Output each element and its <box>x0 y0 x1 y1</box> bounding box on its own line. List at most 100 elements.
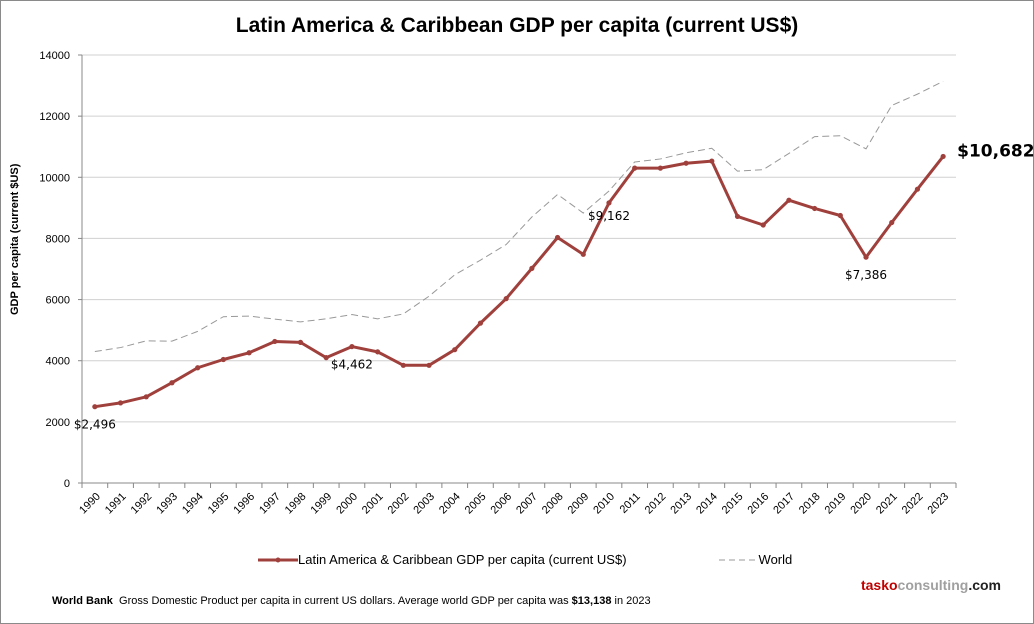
legend-item-world: World <box>718 552 793 567</box>
data-point-lac <box>606 200 612 206</box>
data-label: $4,462 <box>331 358 373 372</box>
x-tick-label: 2000 <box>334 491 360 517</box>
x-tick-label: 1993 <box>154 491 180 517</box>
data-point-lac <box>92 404 98 410</box>
x-tick-label: 1994 <box>180 491 206 517</box>
x-tick-label: 2010 <box>591 491 617 517</box>
x-tick-label: 1995 <box>206 491 232 517</box>
x-tick-label: 2007 <box>514 491 540 517</box>
x-tick-label: 1998 <box>283 491 309 517</box>
x-tick-label: 2008 <box>540 491 566 517</box>
data-label: $2,496 <box>74 418 116 432</box>
data-point-lac <box>143 394 149 400</box>
data-point-lac <box>169 380 175 386</box>
y-tick-label: 10000 <box>39 172 70 184</box>
y-tick-label: 0 <box>64 478 70 490</box>
legend-label-world: World <box>758 552 793 567</box>
data-point-lac <box>349 343 355 350</box>
x-tick-label: 2003 <box>411 491 437 517</box>
legend-label-lac: Latin America & Caribbean GDP per capita… <box>298 552 627 567</box>
data-point-lac <box>477 320 484 326</box>
x-tick-label: 1990 <box>77 491 103 517</box>
data-point-lac <box>786 197 792 203</box>
data-point-lac <box>812 205 818 212</box>
x-tick-label: 2022 <box>900 491 926 517</box>
x-tick-label: 2011 <box>618 491 643 516</box>
x-tick-label: 2020 <box>848 491 874 517</box>
y-tick-label: 8000 <box>46 233 70 245</box>
x-tick-label: 2016 <box>746 491 772 517</box>
x-tick-label: 2006 <box>488 491 514 517</box>
x-tick-label: 2013 <box>668 491 694 517</box>
data-point-lac <box>375 349 381 355</box>
data-point-lac <box>734 213 741 220</box>
x-tick-label: 2023 <box>925 491 951 517</box>
x-tick-label: 2021 <box>874 491 900 517</box>
x-tick-label: 2018 <box>797 491 823 517</box>
data-point-lac <box>529 265 535 271</box>
legend: Latin America & Caribbean GDP per capita… <box>258 552 884 567</box>
data-point-lac <box>452 347 458 353</box>
x-tick-label: 2001 <box>360 491 386 517</box>
y-tick-label: 4000 <box>46 356 70 368</box>
x-tick-label: 1992 <box>129 491 155 517</box>
data-point-lac <box>400 362 406 368</box>
data-point-lac <box>323 355 329 361</box>
data-point-lac <box>426 362 432 368</box>
data-point-lac <box>914 186 921 192</box>
footer-value: $13,138 <box>571 595 612 607</box>
data-point-lac <box>117 400 124 406</box>
footer-suffix: in 2023 <box>611 595 651 607</box>
x-tick-label: 1996 <box>231 491 257 517</box>
data-point-lac <box>503 296 509 302</box>
x-tick-label: 2005 <box>463 491 489 517</box>
x-tick-label: 1999 <box>309 491 335 517</box>
series-line-world <box>94 80 944 353</box>
series-line-lac <box>94 155 945 409</box>
data-point-lac <box>863 254 869 260</box>
data-point-lac <box>195 365 201 371</box>
data-point-lac <box>246 350 252 356</box>
footer-text: Gross Domestic Product per capita in cur… <box>119 595 572 607</box>
x-tick-label: 2009 <box>566 491 592 517</box>
data-label: $7,386 <box>845 268 887 282</box>
data-point-lac <box>580 251 586 257</box>
x-tick-label: 2004 <box>437 491 463 517</box>
y-tick-label: 6000 <box>46 295 70 307</box>
x-tick-label: 1997 <box>257 491 283 517</box>
x-tick-label: 1991 <box>103 491 129 517</box>
footer-source: World Bank <box>52 595 113 607</box>
data-point-lac <box>554 234 561 241</box>
x-tick-label: 2014 <box>694 491 720 517</box>
legend-swatch-world <box>718 559 757 560</box>
brand-part1: tasko <box>860 577 898 593</box>
x-tick-label: 2015 <box>720 491 746 517</box>
legend-item-lac: Latin America & Caribbean GDP per capita… <box>258 552 627 567</box>
data-point-lac <box>889 219 895 226</box>
x-tick-label: 2017 <box>771 491 797 517</box>
brand-part3: .com <box>968 577 1001 593</box>
data-point-lac <box>760 222 766 228</box>
data-point-lac <box>297 339 304 345</box>
data-point-lac <box>709 158 715 164</box>
x-tick-label: 2012 <box>643 491 669 517</box>
data-point-lac <box>837 212 843 219</box>
y-tick-label: 14000 <box>39 50 70 62</box>
x-tick-label: 2002 <box>386 491 412 517</box>
data-point-lac <box>657 165 663 171</box>
y-tick-label: 12000 <box>39 111 70 123</box>
chart-title: Latin America & Caribbean GDP per capita… <box>235 14 799 37</box>
data-label: $10,682 <box>957 141 1034 161</box>
legend-swatch-lac <box>258 557 298 562</box>
footer-note: World Bank Gross Domestic Product per ca… <box>52 595 651 607</box>
y-tick-label: 2000 <box>46 417 70 429</box>
data-point-lac <box>940 153 946 160</box>
data-point-lac <box>683 160 689 166</box>
brand-logo: taskoconsulting.com <box>861 577 1001 593</box>
x-tick-label: 2019 <box>823 491 849 517</box>
data-label: $9,162 <box>588 209 630 223</box>
data-point-lac <box>632 165 638 171</box>
data-point-lac <box>220 356 226 363</box>
data-point-lac <box>272 338 278 345</box>
